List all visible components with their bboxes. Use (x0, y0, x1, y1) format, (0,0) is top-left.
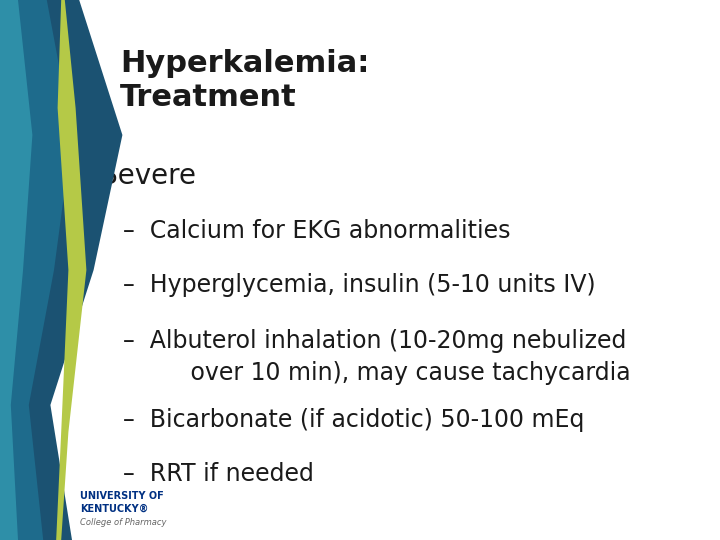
Text: College of Pharmacy: College of Pharmacy (80, 518, 166, 528)
Text: UNIVERSITY OF
KENTUCKY®: UNIVERSITY OF KENTUCKY® (80, 491, 164, 514)
Text: –  Bicarbonate (if acidotic) 50-100 mEq: – Bicarbonate (if acidotic) 50-100 mEq (123, 408, 585, 431)
Text: –  Albuterol inhalation (10-20mg nebulized
         over 10 min), may cause tach: – Albuterol inhalation (10-20mg nebulize… (123, 329, 631, 385)
Text: –  Hyperglycemia, insulin (5-10 units IV): – Hyperglycemia, insulin (5-10 units IV) (123, 273, 596, 296)
Text: –  RRT if needed: – RRT if needed (123, 462, 315, 485)
Text: Hyperkalemia:
Treatment: Hyperkalemia: Treatment (120, 49, 369, 112)
Text: ● Severe: ● Severe (67, 162, 196, 190)
Text: –  Calcium for EKG abnormalities: – Calcium for EKG abnormalities (123, 219, 511, 242)
